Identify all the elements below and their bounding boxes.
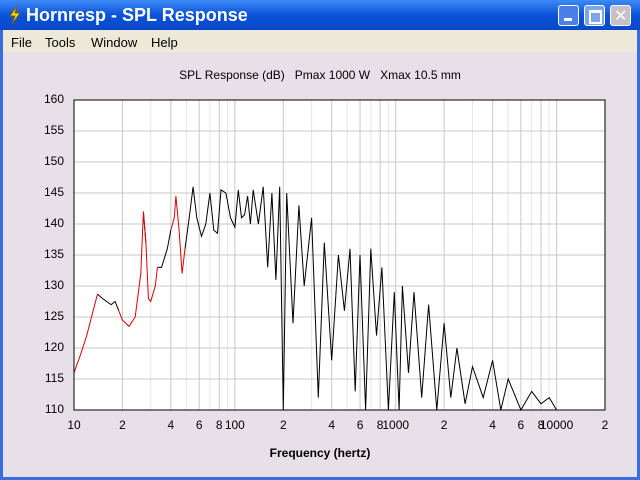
x-tick-label: 10000 (540, 418, 574, 432)
x-axis-label: Frequency (hertz) (270, 446, 371, 460)
x-tick-label: 2 (602, 418, 609, 432)
y-tick-label: 145 (44, 185, 64, 199)
x-tick-label: 1000 (382, 418, 409, 432)
y-tick-label: 130 (44, 278, 64, 292)
chart: SPL Response (dB) Pmax 1000 W Xmax 10.5 … (44, 68, 609, 460)
y-tick-label: 115 (45, 371, 64, 385)
app-icon (9, 5, 21, 25)
close-button[interactable]: ✕ (610, 5, 631, 26)
x-tick-label: 10 (67, 418, 81, 432)
y-tick-label: 135 (44, 247, 64, 261)
title-bar: Hornresp - SPL Response ✕ (0, 0, 640, 30)
x-tick-label: 2 (441, 418, 448, 432)
x-tick-label: 8 (377, 418, 384, 432)
window-title: Hornresp - SPL Response (26, 5, 248, 25)
y-tick-label: 120 (44, 340, 64, 354)
y-tick-label: 140 (44, 216, 64, 230)
y-tick-label: 160 (44, 92, 64, 106)
x-tick-label: 4 (328, 418, 335, 432)
x-tick-label: 4 (168, 418, 175, 432)
menu-item[interactable]: Window (91, 35, 138, 50)
x-tick-label: 100 (225, 418, 245, 432)
y-tick-label: 110 (45, 402, 64, 416)
y-tick-label: 150 (44, 154, 64, 168)
menu-item[interactable]: Tools (45, 35, 76, 50)
x-tick-label: 4 (489, 418, 496, 432)
maximize-button[interactable] (584, 5, 605, 26)
x-tick-label: 6 (196, 418, 203, 432)
menu-item[interactable]: Help (151, 35, 178, 50)
menu-item[interactable]: File (11, 35, 32, 50)
x-tick-label: 8 (538, 418, 545, 432)
plot-border (73, 99, 606, 411)
chart-title: SPL Response (dB) Pmax 1000 W Xmax 10.5 … (179, 68, 461, 82)
spl-line (73, 196, 186, 373)
menu-bar: File Tools Window Help (3, 30, 637, 52)
y-tick-label: 155 (44, 123, 64, 137)
x-tick-label: 6 (518, 418, 525, 432)
x-tick-label: 6 (357, 418, 364, 432)
x-tick-label: 2 (119, 418, 126, 432)
y-tick-label: 125 (44, 309, 64, 323)
x-tick-label: 8 (216, 418, 223, 432)
x-tick-label: 2 (280, 418, 287, 432)
minimize-button[interactable] (558, 5, 579, 26)
